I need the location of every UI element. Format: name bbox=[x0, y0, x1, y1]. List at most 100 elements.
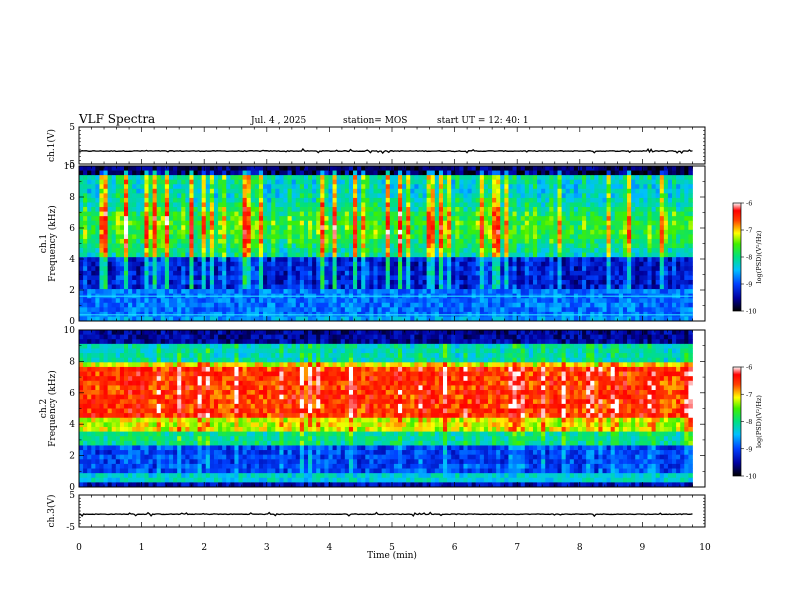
spectrogram-cell bbox=[316, 262, 320, 267]
spectrogram-cell bbox=[149, 189, 153, 194]
spectrogram-cell bbox=[83, 303, 87, 308]
spectrogram-cell bbox=[578, 253, 582, 258]
spectrogram-cell bbox=[247, 216, 251, 221]
spectrogram-cell bbox=[91, 230, 95, 235]
spectrogram-cell bbox=[128, 280, 132, 285]
spectrogram-cell bbox=[394, 257, 398, 262]
spectrogram-cell bbox=[643, 248, 647, 253]
spectrogram-cell bbox=[91, 307, 95, 312]
spectrogram-cell bbox=[304, 275, 308, 280]
spectrogram-cell bbox=[83, 198, 87, 203]
spectrogram-cell bbox=[521, 307, 525, 312]
spectrogram-cell bbox=[533, 234, 537, 239]
spectrogram-cell bbox=[149, 266, 153, 271]
spectrogram-cell bbox=[185, 225, 189, 230]
spectrogram-cell bbox=[435, 184, 439, 189]
spectrogram-cell bbox=[586, 271, 590, 276]
spectrogram-cell bbox=[345, 225, 349, 230]
spectrogram-cell bbox=[480, 303, 484, 308]
spectrogram-cell bbox=[230, 166, 234, 171]
spectrogram-cell bbox=[349, 298, 353, 303]
spectrogram-cell bbox=[394, 202, 398, 207]
spectrogram-cell bbox=[157, 193, 161, 198]
spectrogram-cell bbox=[508, 289, 512, 294]
spectrogram-cell bbox=[292, 216, 296, 221]
spectrogram-cell bbox=[165, 257, 169, 262]
spectrogram-cell bbox=[500, 234, 504, 239]
spectrogram-cell bbox=[537, 216, 541, 221]
spectrogram-cell bbox=[631, 234, 635, 239]
spectrogram-cell bbox=[165, 244, 169, 249]
spectrogram-cell bbox=[386, 289, 390, 294]
spectrogram-cell bbox=[177, 212, 181, 217]
spectrogram-cell bbox=[435, 248, 439, 253]
spectrogram-cell bbox=[451, 298, 455, 303]
spectrogram-cell bbox=[243, 248, 247, 253]
spectrogram-cell bbox=[112, 271, 116, 276]
spectrogram-cell bbox=[402, 285, 406, 290]
spectrogram-cell bbox=[378, 184, 382, 189]
spectrogram-cell bbox=[210, 280, 214, 285]
spectrogram-cell bbox=[652, 202, 656, 207]
spectrogram-cell bbox=[214, 166, 218, 171]
spectrogram-cell bbox=[112, 298, 116, 303]
spectrogram-cell bbox=[537, 239, 541, 244]
spectrogram-cell bbox=[128, 289, 132, 294]
spectrogram-cell bbox=[574, 189, 578, 194]
spectrogram-cell bbox=[226, 266, 230, 271]
spectrogram-cell bbox=[533, 262, 537, 267]
spectrogram-cell bbox=[292, 239, 296, 244]
spectrogram-cell bbox=[300, 307, 304, 312]
spectrogram-cell bbox=[414, 271, 418, 276]
spectrogram-cell bbox=[255, 216, 259, 221]
spectrogram-cell bbox=[247, 280, 251, 285]
spectrogram-cell bbox=[169, 266, 173, 271]
spectrogram-cell bbox=[345, 198, 349, 203]
spectrogram-cell bbox=[189, 285, 193, 290]
spectrogram-cell bbox=[210, 285, 214, 290]
y-tick-label: 5 bbox=[69, 123, 75, 133]
spectrogram-cell bbox=[312, 212, 316, 217]
spectrogram-cell bbox=[578, 262, 582, 267]
spectrogram-cell bbox=[570, 180, 574, 185]
spectrogram-cell bbox=[296, 207, 300, 212]
spectrogram-cell bbox=[398, 244, 402, 249]
spectrogram-cell bbox=[279, 225, 283, 230]
spectrogram-cell bbox=[611, 285, 615, 290]
spectrogram-cell bbox=[99, 285, 103, 290]
spectrogram-cell bbox=[99, 207, 103, 212]
spectrogram-cell bbox=[611, 257, 615, 262]
spectrogram-cell bbox=[300, 280, 304, 285]
spectrogram-cell bbox=[423, 202, 427, 207]
spectrogram-cell bbox=[500, 193, 504, 198]
spectrogram-cell bbox=[312, 180, 316, 185]
spectrogram-cell bbox=[463, 239, 467, 244]
spectrogram-cell bbox=[619, 289, 623, 294]
spectrogram-cell bbox=[296, 216, 300, 221]
spectrogram-cell bbox=[455, 198, 459, 203]
spectrogram-cell bbox=[656, 212, 660, 217]
spectrogram-cell bbox=[79, 193, 83, 198]
spectrogram-cell bbox=[594, 166, 598, 171]
spectrogram-cell bbox=[149, 180, 153, 185]
spectrogram-cell bbox=[243, 175, 247, 180]
spectrogram-cell bbox=[598, 285, 602, 290]
spectrogram-cell bbox=[353, 171, 357, 176]
spectrogram-cell bbox=[361, 193, 365, 198]
spectrogram-cell bbox=[423, 271, 427, 276]
spectrogram-cell bbox=[447, 257, 451, 262]
spectrogram-cell bbox=[607, 275, 611, 280]
spectrogram-cell bbox=[132, 180, 136, 185]
spectrogram-cell bbox=[255, 239, 259, 244]
spectrogram-cell bbox=[525, 289, 529, 294]
spectrogram-cell bbox=[365, 216, 369, 221]
spectrogram-cell bbox=[239, 207, 243, 212]
spectrogram-cell bbox=[410, 253, 414, 258]
spectrogram-cell bbox=[296, 171, 300, 176]
spectrogram-cell bbox=[590, 280, 594, 285]
spectrogram-cell bbox=[222, 280, 226, 285]
spectrogram-cell bbox=[639, 244, 643, 249]
spectrogram-cell bbox=[562, 275, 566, 280]
spectrogram-cell bbox=[189, 225, 193, 230]
spectrogram-cell bbox=[333, 180, 337, 185]
